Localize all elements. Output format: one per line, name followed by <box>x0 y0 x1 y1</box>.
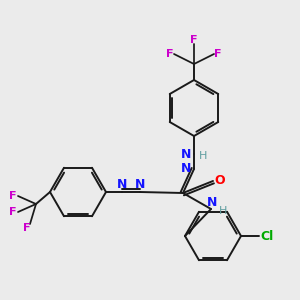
Text: F: F <box>166 49 174 59</box>
Text: F: F <box>9 191 17 201</box>
Text: F: F <box>214 49 222 59</box>
Text: F: F <box>9 207 17 217</box>
Text: F: F <box>23 223 31 233</box>
Text: N: N <box>135 178 145 190</box>
Text: H: H <box>219 206 227 216</box>
Text: N: N <box>117 178 127 190</box>
Text: N: N <box>207 196 217 209</box>
Text: F: F <box>190 35 198 45</box>
Text: Cl: Cl <box>260 230 274 242</box>
Text: N: N <box>181 148 191 160</box>
Text: H: H <box>199 151 207 161</box>
Text: N: N <box>181 163 191 176</box>
Text: O: O <box>215 173 225 187</box>
